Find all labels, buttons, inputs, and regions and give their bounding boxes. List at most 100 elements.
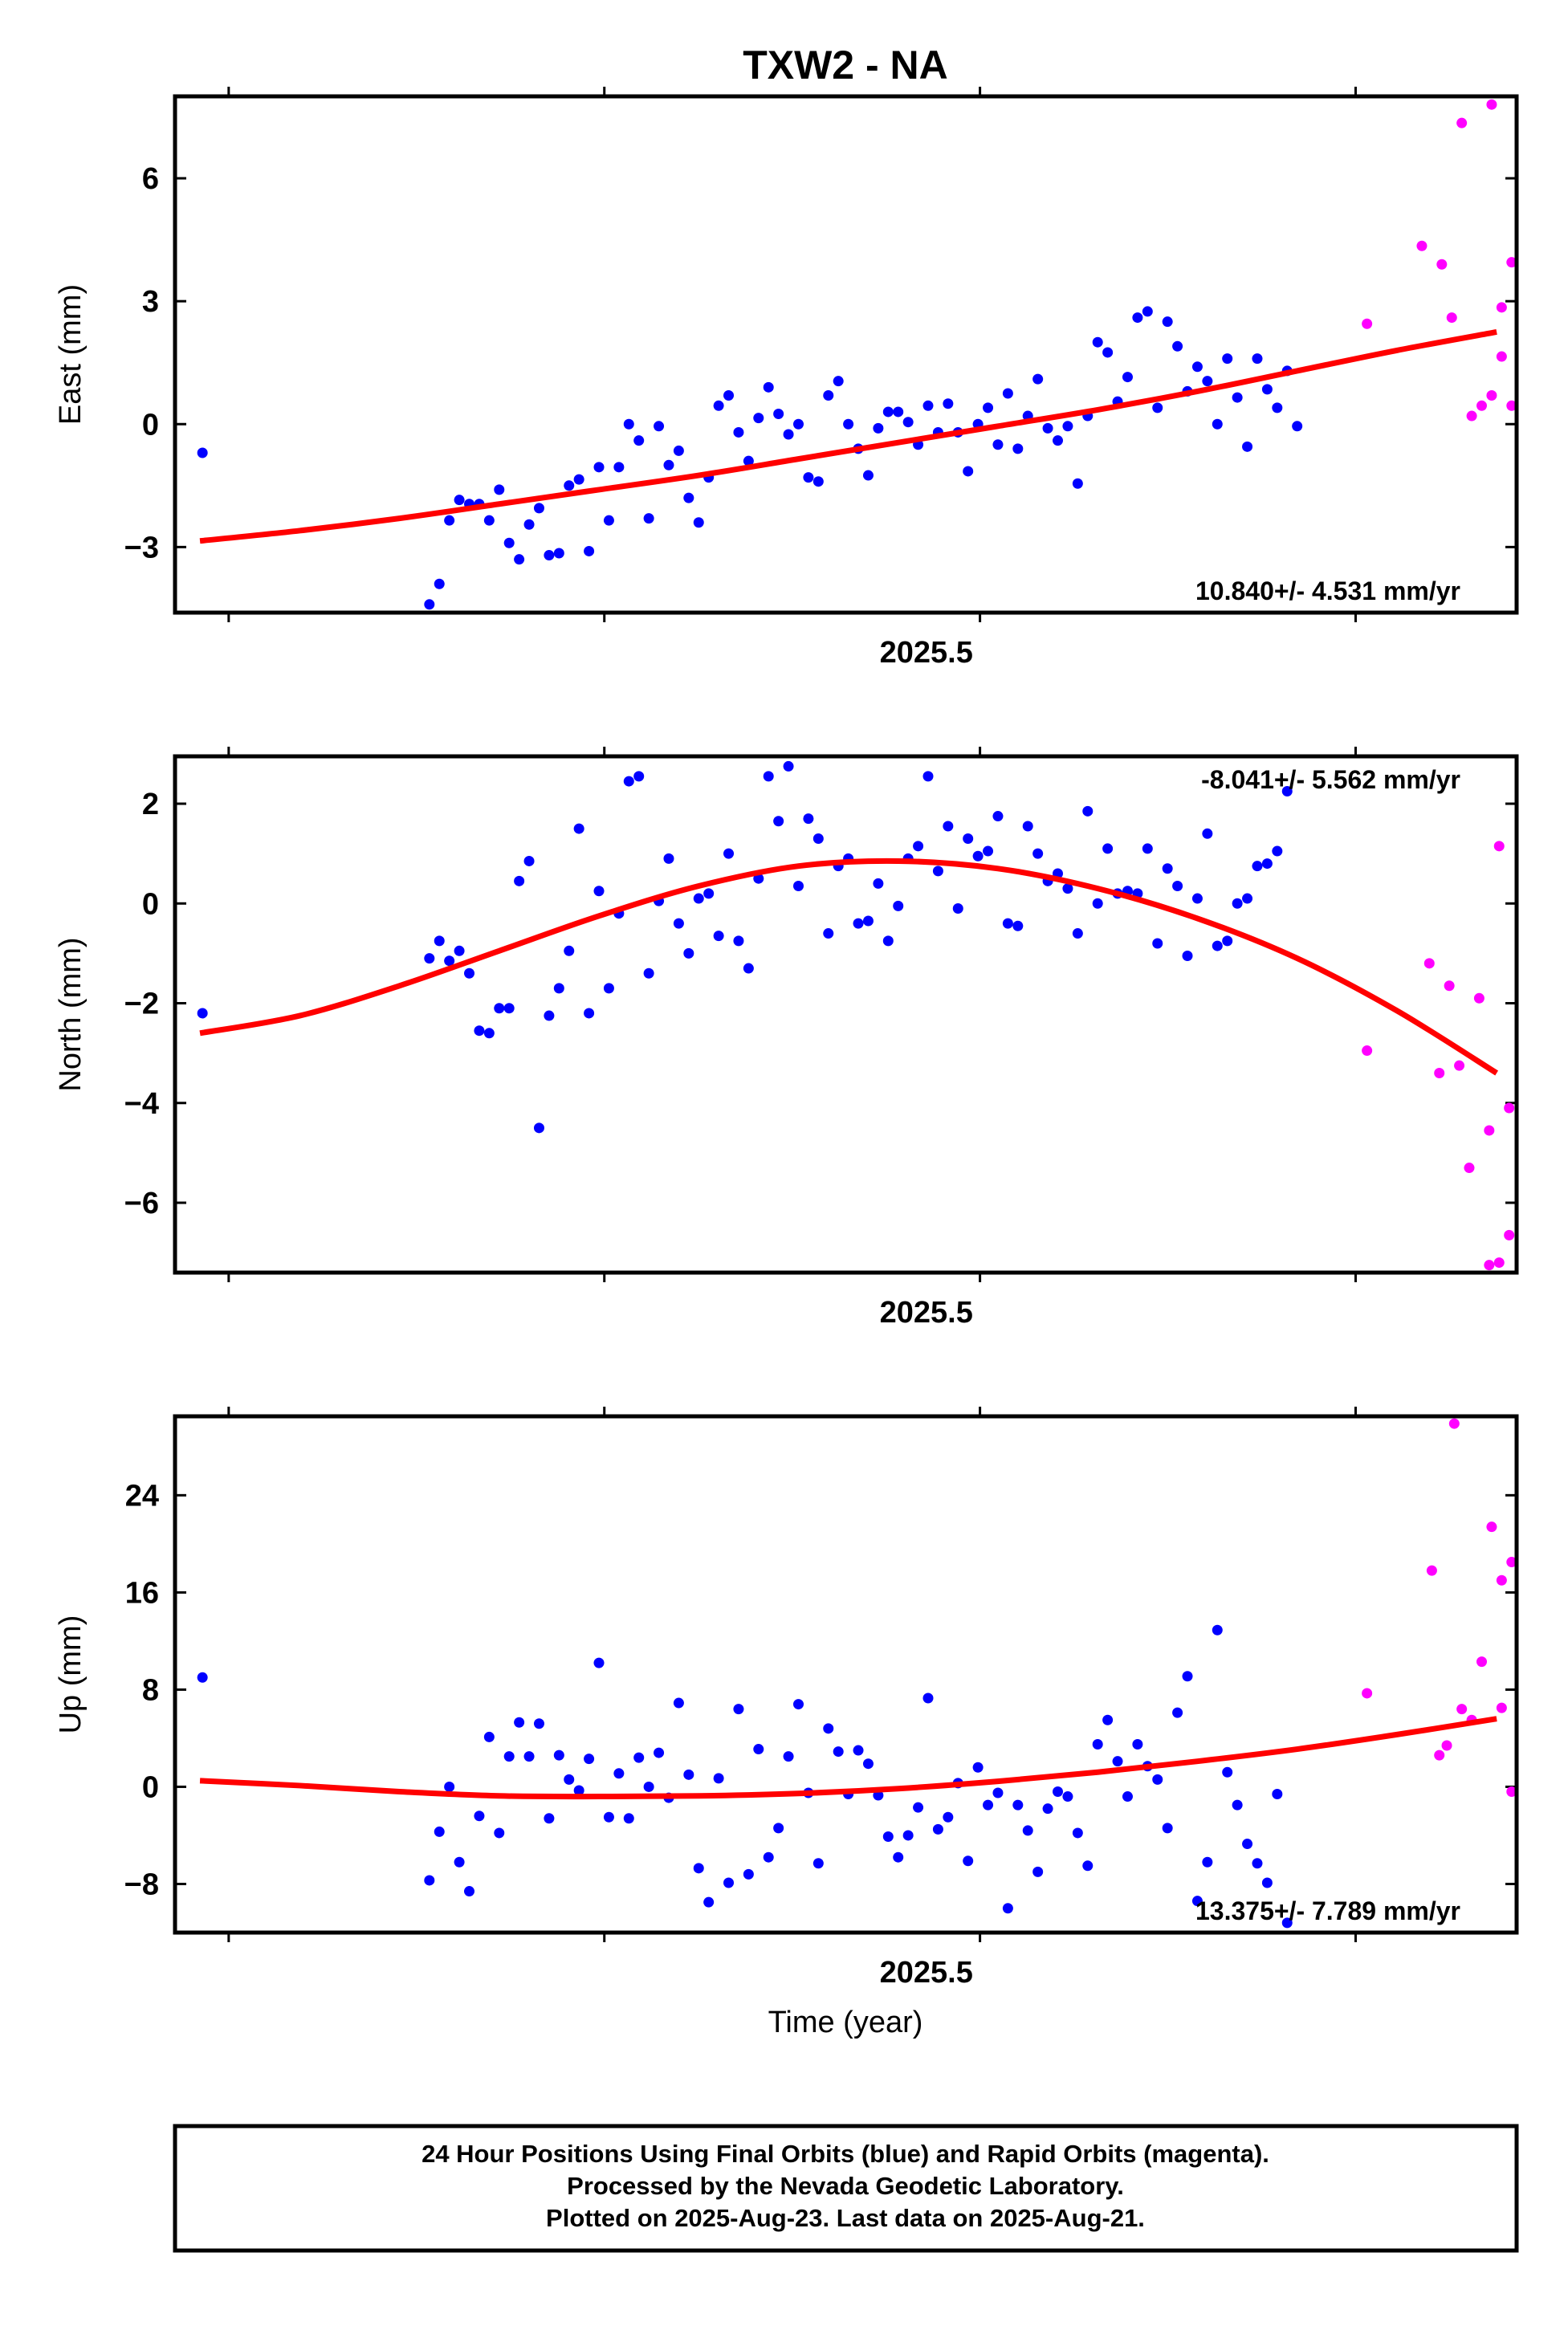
final-orbit-point xyxy=(823,390,834,401)
y-tick-label: −6 xyxy=(124,1187,159,1220)
y-tick-label: −3 xyxy=(124,531,159,564)
final-orbit-point xyxy=(823,928,834,939)
final-orbit-point xyxy=(1062,1791,1073,1802)
final-orbit-point xyxy=(882,1831,894,1842)
y-tick-label: −4 xyxy=(124,1087,159,1121)
final-orbit-point xyxy=(1102,1714,1114,1725)
final-orbit-point xyxy=(992,439,1004,450)
final-orbit-point xyxy=(972,1762,984,1773)
rapid-orbit-point xyxy=(1486,390,1497,401)
final-orbit-point xyxy=(454,1856,465,1868)
final-orbit-point xyxy=(633,435,645,446)
final-orbit-point xyxy=(882,935,894,947)
final-orbit-point xyxy=(673,445,684,456)
final-orbit-point xyxy=(833,1746,844,1758)
final-orbit-point xyxy=(743,963,754,974)
final-orbit-point xyxy=(564,480,575,491)
final-orbit-point xyxy=(1272,1789,1283,1800)
final-orbit-point xyxy=(1072,928,1083,939)
final-orbit-point xyxy=(1172,881,1183,892)
final-orbit-point xyxy=(483,1028,495,1039)
final-orbit-point xyxy=(1032,848,1044,859)
final-orbit-point xyxy=(1162,863,1173,874)
final-orbit-point xyxy=(1022,1825,1033,1836)
final-orbit-point xyxy=(553,1750,564,1761)
final-orbit-point xyxy=(683,492,694,503)
up-panel: −8 0 8 16 24 2025.5 Up (mm) 13.375+/- 7.789 mm/… xyxy=(54,1407,1519,1990)
final-orbit-point xyxy=(972,850,984,862)
final-orbit-point xyxy=(813,1858,824,1869)
final-orbit-point xyxy=(1112,1756,1123,1767)
y-tick-label: −8 xyxy=(124,1868,159,1901)
final-orbit-point xyxy=(1012,920,1024,931)
rate-label: -8.041+/- 5.562 mm/yr xyxy=(1201,765,1460,794)
final-orbit-point xyxy=(464,967,475,979)
final-orbit-point xyxy=(523,855,535,866)
rapid-orbit-point xyxy=(1464,1163,1475,1174)
final-orbit-point xyxy=(792,418,804,430)
final-orbit-point xyxy=(913,841,924,852)
y-axis-label: East (mm) xyxy=(54,284,88,425)
final-orbit-point xyxy=(673,918,684,929)
final-orbit-point xyxy=(494,484,505,495)
final-orbit-point xyxy=(197,447,208,458)
final-orbit-point xyxy=(564,1774,575,1785)
final-orbit-point xyxy=(603,1811,614,1823)
rapid-orbit-point xyxy=(1506,1557,1517,1568)
final-orbit-point xyxy=(494,1827,505,1839)
final-orbit-point xyxy=(1281,1917,1293,1929)
final-orbit-point xyxy=(1152,402,1163,413)
final-orbit-point xyxy=(853,1745,864,1756)
footer-line-1: 24 Hour Positions Using Final Orbits (bl… xyxy=(422,2140,1269,2168)
final-orbit-point xyxy=(533,1718,544,1729)
final-orbit-point xyxy=(1002,918,1013,929)
final-orbit-point xyxy=(474,1811,485,1822)
final-orbit-point xyxy=(733,1704,744,1715)
final-orbit-point xyxy=(1191,893,1203,904)
east-panel: −3 0 3 6 2025.5 East (mm) 10.840+/- 4.531 mm/y… xyxy=(54,87,1519,670)
footer-line-3: Plotted on 2025-Aug-23. Last data on 202… xyxy=(546,2204,1145,2232)
final-orbit-point xyxy=(1212,940,1223,951)
final-orbit-point xyxy=(613,1768,625,1779)
final-orbit-point xyxy=(943,398,954,409)
final-orbit-point xyxy=(1042,422,1053,434)
final-orbit-point xyxy=(523,1751,535,1762)
final-orbit-point xyxy=(434,578,445,589)
final-orbit-point xyxy=(593,462,605,473)
final-orbit-point xyxy=(1092,898,1103,909)
final-orbit-point xyxy=(843,418,854,430)
final-orbit-point xyxy=(593,886,605,897)
final-orbit-point xyxy=(434,1826,445,1837)
final-orbit-point xyxy=(783,760,794,772)
rapid-orbit-point xyxy=(1456,1704,1468,1715)
final-orbit-point xyxy=(1072,1827,1083,1839)
final-orbit-point xyxy=(474,1025,485,1037)
final-orbit-point xyxy=(1092,1738,1103,1750)
final-orbit-point xyxy=(1012,1799,1024,1811)
final-orbit-point xyxy=(902,417,914,428)
final-orbit-point xyxy=(533,503,544,514)
rate-label: 13.375+/- 7.789 mm/yr xyxy=(1195,1896,1460,1925)
final-orbit-point xyxy=(654,1747,665,1758)
final-orbit-point xyxy=(533,1122,544,1134)
final-orbit-point xyxy=(444,515,455,526)
final-orbit-point xyxy=(1261,384,1273,395)
y-tick-label: 24 xyxy=(125,1479,159,1513)
final-orbit-point xyxy=(1232,1799,1243,1811)
final-orbit-point xyxy=(1102,347,1114,358)
final-orbit-point xyxy=(564,945,575,956)
final-orbit-point xyxy=(494,1003,505,1014)
final-orbit-point xyxy=(544,1010,555,1021)
final-orbit-point xyxy=(1242,893,1253,904)
final-orbit-point xyxy=(1222,935,1233,947)
rapid-orbit-point xyxy=(1496,302,1507,313)
final-orbit-point xyxy=(1132,1738,1143,1750)
final-orbit-point xyxy=(882,406,894,418)
final-orbit-point xyxy=(792,881,804,892)
final-orbit-point xyxy=(444,1781,455,1792)
north-panel: −6 −4 −2 0 2 2025.5 North (mm) -8.041+/- 5.562 … xyxy=(54,747,1519,1330)
final-orbit-point xyxy=(503,1751,515,1762)
final-orbit-point xyxy=(643,967,654,979)
final-orbit-point xyxy=(763,381,774,393)
y-tick-label: 0 xyxy=(142,408,159,442)
